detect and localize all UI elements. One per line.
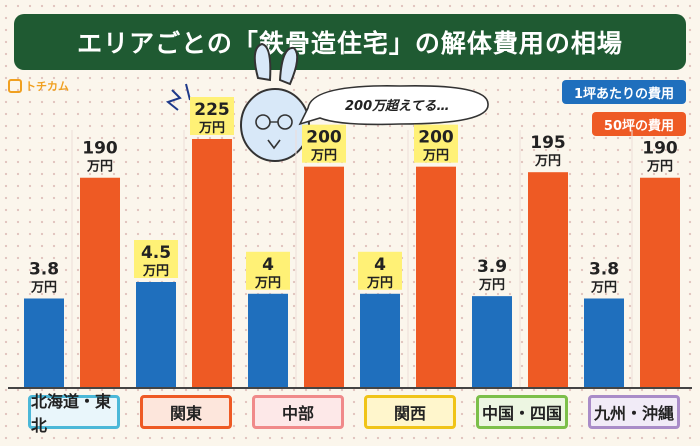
value-label-number: 4: [374, 255, 386, 275]
shock-marks: [165, 83, 191, 111]
value-label-unit: 万円: [254, 276, 281, 291]
value-label-highlight: [134, 240, 178, 278]
bar-50-tsubo-0: [80, 177, 120, 388]
value-label-number: 225: [194, 100, 230, 120]
value-label-number: 190: [642, 139, 678, 159]
speech-bubble-text: 200万超えてる…: [345, 99, 450, 114]
bar-per-tsubo-2: [248, 293, 288, 388]
value-label-number: 200: [418, 128, 454, 148]
bar-50-tsubo-4: [528, 172, 568, 388]
value-label-unit: 万円: [310, 149, 337, 164]
bar-per-tsubo-3: [360, 293, 400, 388]
value-label-unit: 万円: [366, 276, 393, 291]
value-label-number: 3.8: [29, 259, 59, 279]
value-label-unit: 万円: [478, 278, 505, 293]
bar-50-tsubo-1: [192, 139, 232, 388]
value-label-unit: 万円: [646, 160, 673, 175]
legend-50-tsubo-label: 50坪の費用: [603, 118, 674, 134]
value-label-highlight: [302, 124, 346, 163]
value-label-unit: 万円: [422, 149, 449, 164]
value-label-number: 195: [530, 133, 566, 153]
logo-text: トチカム: [25, 80, 69, 93]
category-label-0: 北海道・東北: [28, 392, 120, 435]
bars-group: [24, 139, 680, 388]
value-label-unit: 万円: [534, 154, 561, 169]
value-label-unit: 万円: [198, 121, 225, 136]
value-label-number: 3.9: [477, 257, 507, 277]
bar-50-tsubo-2: [304, 166, 344, 388]
legend-50-tsubo: 50坪の費用: [591, 112, 686, 136]
value-label-highlight: [358, 251, 402, 290]
bar-50-tsubo-3: [416, 166, 456, 388]
bar-50-tsubo-5: [640, 177, 680, 388]
bar-per-tsubo-1: [136, 282, 176, 388]
value-label-highlight: [414, 124, 458, 163]
bar-per-tsubo-5: [584, 298, 624, 388]
category-label-4: 中国・四国: [476, 395, 568, 429]
bar-per-tsubo-4: [472, 296, 512, 388]
legend-per-tsubo: 1坪あたりの費用: [561, 80, 686, 104]
value-label-unit: 万円: [590, 280, 617, 295]
category-label-5: 九州・沖縄: [588, 395, 680, 429]
category-label-3: 関西: [364, 395, 456, 429]
grid-lines: [71, 130, 633, 388]
chart-title-bar: エリアごとの「鉄骨造住宅」の解体費用の相場: [14, 14, 686, 70]
bar-per-tsubo-0: [24, 298, 64, 388]
value-label-number: 4.5: [141, 243, 171, 263]
value-label-unit: 万円: [142, 264, 169, 279]
value-label-number: 3.8: [589, 259, 619, 279]
speech-bubble: [298, 85, 489, 126]
value-label-unit: 万円: [86, 160, 113, 175]
value-label-highlight: [246, 251, 290, 290]
value-label-number: 200: [306, 128, 342, 148]
category-label-2: 中部: [252, 395, 344, 429]
rabbit-illustration: [240, 42, 310, 162]
category-label-1: 関東: [140, 395, 232, 429]
value-label-number: 4: [262, 255, 274, 275]
logo-icon: [8, 79, 22, 93]
value-labels: 3.8万円190万円4.5万円225万円4万円200万円4万円200万円3.9万…: [29, 97, 678, 295]
logo: トチカム: [8, 76, 69, 96]
value-label-highlight: [190, 97, 234, 135]
legend-per-tsubo-label: 1坪あたりの費用: [573, 86, 674, 102]
value-label-number: 190: [82, 139, 118, 159]
chart-title: エリアごとの「鉄骨造住宅」の解体費用の相場: [77, 29, 623, 58]
value-label-unit: 万円: [30, 280, 57, 295]
